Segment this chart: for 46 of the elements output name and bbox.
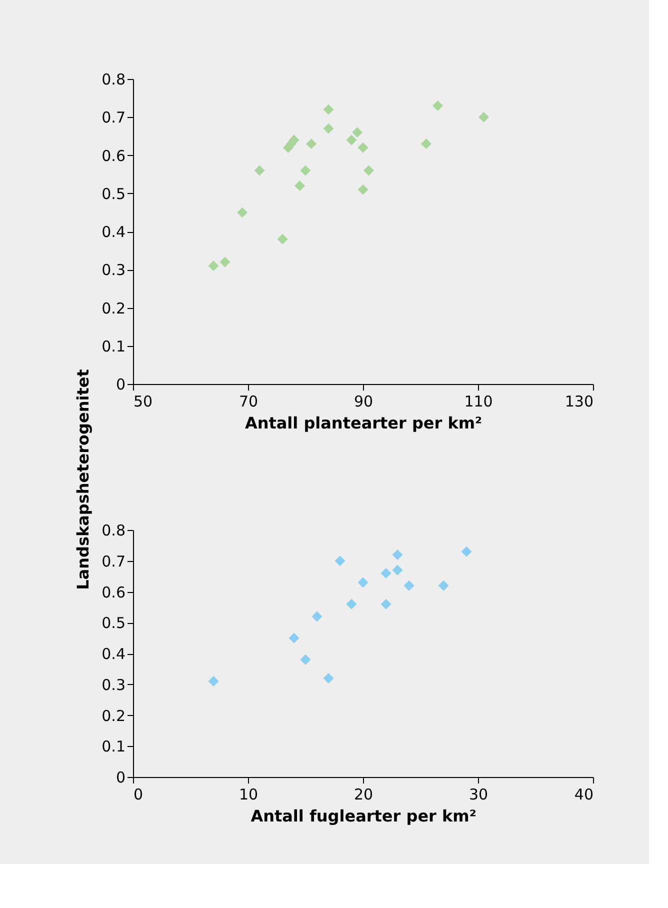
y-tick-label: 0.6 [102, 146, 126, 165]
point [346, 598, 357, 610]
point [288, 632, 300, 644]
x-tick-label: 10 [238, 786, 258, 804]
point [461, 546, 472, 557]
point [392, 549, 403, 560]
y-tick-label: 0.2 [102, 299, 126, 318]
point [404, 580, 414, 591]
x-tick-label: 50 [134, 392, 153, 410]
point [380, 568, 392, 578]
y-tick-label: 0.8 [102, 70, 126, 88]
y-tick-label: 0.4 [102, 645, 126, 663]
x-axis-title: Antall fuglearter per km² [250, 806, 476, 826]
y-tick-label: 0 [116, 768, 126, 786]
x-tick-label: 90 [354, 392, 374, 410]
y-axis-title: Landskapsheterogenitet [74, 368, 93, 590]
y-tick-label: 0.1 [102, 738, 126, 756]
x-axis-title: Antall plantearter per km² [244, 414, 482, 432]
point [380, 598, 392, 610]
x-tick-label: 70 [238, 392, 258, 410]
point [312, 611, 322, 622]
point [300, 654, 311, 665]
point [392, 564, 403, 576]
x-tick-label: 20 [354, 786, 374, 804]
y-tick-label: 0.1 [102, 337, 126, 356]
x-tick-label: 110 [464, 392, 493, 410]
x-tick-label: 30 [468, 786, 488, 804]
y-tick-label: 0.3 [102, 676, 126, 694]
point [438, 580, 449, 591]
x-tick-label: 40 [574, 786, 594, 804]
y-tick-label: 0.7 [102, 108, 126, 127]
y-tick-label: 0.7 [102, 552, 126, 570]
y-tick-label: 0.6 [102, 583, 126, 602]
point [334, 556, 346, 566]
point [323, 672, 334, 684]
x-tick-label: 0 [134, 786, 144, 804]
point [208, 676, 219, 687]
y-tick-label: 0.5 [102, 184, 126, 203]
y-tick-label: 0.5 [102, 614, 126, 632]
y-tick-label: 0.3 [102, 261, 126, 280]
y-tick-label: 0.4 [102, 223, 126, 241]
y-tick-label: 0 [116, 376, 126, 394]
x-tick-label: 130 [564, 392, 594, 410]
y-tick-label: 0.2 [102, 706, 126, 725]
y-tick-label: 0.8 [102, 522, 126, 540]
point [358, 577, 368, 588]
